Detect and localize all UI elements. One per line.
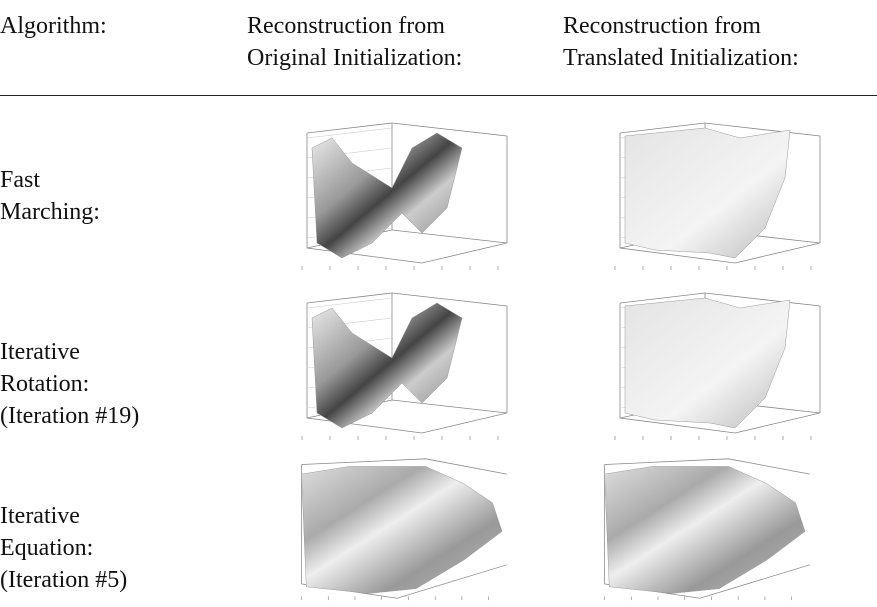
label-line: Equation: bbox=[0, 535, 94, 561]
label-line: Rotation: bbox=[0, 371, 90, 397]
surface-plot bbox=[614, 292, 821, 440]
header-translated: Reconstruction from Translated Initializ… bbox=[563, 10, 799, 74]
surface bbox=[311, 302, 463, 429]
label-line: Iterative bbox=[0, 503, 80, 529]
surface-plot bbox=[301, 122, 508, 270]
header-line: Original Initialization: bbox=[247, 45, 463, 71]
header-line: Algorithm: bbox=[0, 13, 107, 39]
surface-plot bbox=[614, 122, 821, 270]
axis-frame bbox=[306, 292, 508, 434]
header-algorithm: Algorithm: bbox=[0, 10, 107, 42]
row-label: Iterative Equation: (Iteration #5) bbox=[0, 500, 127, 596]
label-line: Marching: bbox=[0, 199, 100, 225]
grid-line bbox=[306, 127, 393, 139]
row-label: Iterative Rotation: (Iteration #19) bbox=[0, 336, 139, 432]
label-line: Fast bbox=[0, 167, 41, 193]
header-original: Reconstruction from Original Initializat… bbox=[247, 10, 462, 74]
label-line: (Iteration #5) bbox=[0, 567, 128, 593]
surface bbox=[624, 297, 791, 429]
header-line: Reconstruction from bbox=[247, 13, 445, 39]
surface-plot bbox=[301, 292, 508, 440]
header-rule bbox=[0, 95, 877, 96]
row-label: Fast Marching: bbox=[0, 164, 100, 228]
header-line: Translated Initialization: bbox=[563, 45, 799, 71]
grid-line bbox=[306, 297, 393, 309]
surface bbox=[301, 466, 503, 594]
surface bbox=[604, 466, 806, 594]
surface-plot bbox=[301, 458, 507, 601]
header-line: Reconstruction from bbox=[563, 13, 761, 39]
surface bbox=[311, 132, 463, 259]
label-line: (Iteration #19) bbox=[0, 403, 140, 429]
axis-frame bbox=[306, 122, 508, 264]
surface-plot bbox=[604, 458, 810, 601]
label-line: Iterative bbox=[0, 339, 80, 365]
surface bbox=[624, 127, 791, 259]
